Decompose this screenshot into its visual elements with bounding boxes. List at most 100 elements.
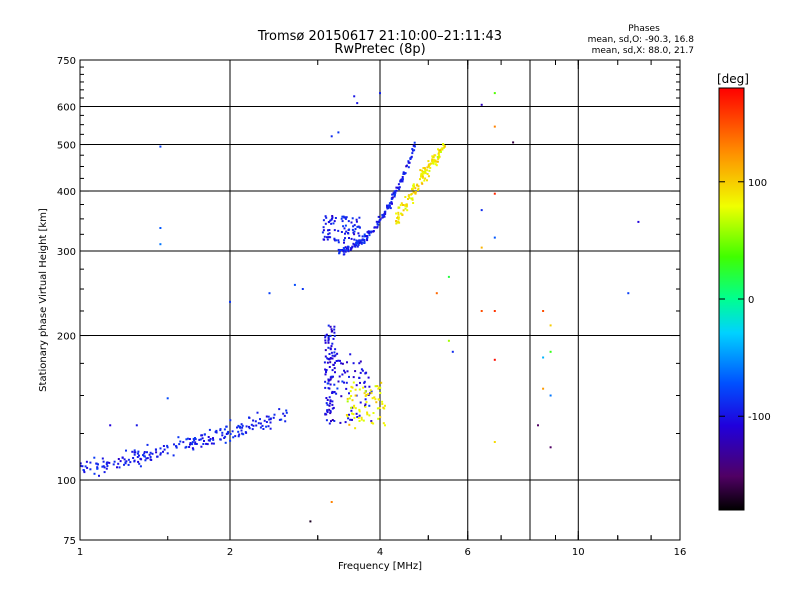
echo-point — [248, 427, 251, 430]
echo-point — [345, 414, 348, 416]
echo-point — [493, 236, 496, 239]
echo-point — [328, 422, 331, 425]
echo-point — [259, 426, 262, 429]
echo-point — [438, 155, 441, 158]
echo-point — [119, 460, 122, 463]
echo-point — [341, 380, 344, 383]
echo-point — [414, 191, 417, 194]
echo-point — [267, 425, 270, 428]
echo-point — [333, 420, 336, 422]
echo-point — [269, 421, 272, 424]
echo-point — [379, 386, 382, 389]
echo-point — [332, 406, 335, 409]
echo-point — [391, 202, 393, 205]
echo-point — [337, 131, 340, 134]
echo-point — [354, 394, 357, 397]
echo-point — [330, 375, 333, 378]
echo-point — [357, 243, 360, 246]
echo-point — [146, 451, 148, 454]
echo-point — [166, 444, 169, 447]
echo-point — [324, 334, 327, 337]
echo-point — [376, 385, 379, 388]
echo-point — [421, 182, 424, 185]
echo-point — [98, 474, 100, 477]
echo-point — [189, 442, 192, 445]
echo-point — [282, 412, 285, 415]
echo-point — [363, 238, 366, 241]
echo-point — [389, 207, 392, 210]
echo-point — [374, 398, 377, 401]
echo-point — [337, 229, 340, 232]
echo-point — [397, 211, 400, 214]
echo-point — [353, 224, 356, 227]
echo-point — [173, 443, 175, 446]
echo-point — [227, 432, 229, 435]
echo-point — [411, 148, 414, 150]
echo-point — [426, 173, 429, 175]
echo-point — [436, 160, 439, 163]
echo-point — [93, 472, 96, 475]
echo-point — [401, 176, 404, 178]
echo-point — [367, 376, 370, 379]
echo-point — [361, 241, 364, 244]
echo-point — [343, 253, 346, 256]
echo-point — [427, 160, 430, 163]
echo-point — [435, 292, 438, 295]
echo-point — [393, 195, 396, 198]
echo-point — [172, 454, 175, 457]
echo-point — [146, 443, 149, 446]
echo-point — [329, 348, 332, 351]
echo-point — [113, 460, 116, 463]
echo-point — [382, 422, 385, 425]
echo-point — [367, 230, 370, 233]
echo-point — [248, 425, 250, 428]
echo-point — [328, 232, 331, 235]
echo-point — [394, 193, 396, 196]
echo-point — [549, 350, 552, 353]
echo-point — [372, 422, 375, 425]
echo-point — [480, 103, 483, 106]
echo-point — [368, 385, 371, 388]
echo-point — [428, 169, 431, 172]
echo-point — [327, 358, 330, 360]
echo-point — [331, 403, 334, 406]
stats-o-mode: mean, sd,O: -90.3, 16.8 — [588, 35, 695, 45]
echo-point — [354, 407, 357, 410]
echo-point — [451, 350, 454, 353]
echo-point — [372, 412, 375, 414]
echo-point — [352, 381, 355, 384]
echo-point — [194, 442, 197, 445]
echo-point — [331, 216, 334, 219]
echo-point — [334, 217, 337, 219]
echo-point — [366, 235, 369, 238]
echo-point — [344, 246, 347, 249]
echo-point — [272, 416, 275, 419]
echo-point — [326, 357, 329, 360]
echo-point — [345, 387, 348, 390]
echo-point — [360, 368, 363, 371]
echo-point — [437, 152, 440, 155]
echo-point — [408, 161, 411, 164]
echo-point — [336, 352, 339, 355]
echo-point — [121, 456, 124, 459]
echo-point — [439, 149, 441, 152]
echo-point — [427, 164, 430, 167]
echo-point — [399, 179, 402, 182]
colorbar-label: [deg] — [717, 72, 749, 86]
echo-point — [326, 361, 329, 364]
echo-point — [221, 431, 224, 434]
echo-point — [387, 207, 390, 209]
echo-point — [352, 362, 355, 365]
echo-point — [309, 520, 312, 523]
echo-point — [493, 358, 496, 361]
echo-point — [363, 235, 366, 238]
echo-point — [347, 232, 350, 235]
echo-point — [346, 397, 349, 400]
echo-point — [369, 389, 372, 392]
echo-point — [417, 185, 420, 188]
y-tick-label: 500 — [57, 141, 76, 152]
echo-point — [382, 406, 385, 409]
echo-point — [353, 230, 356, 233]
echo-point — [375, 220, 378, 223]
echo-point — [330, 420, 332, 423]
